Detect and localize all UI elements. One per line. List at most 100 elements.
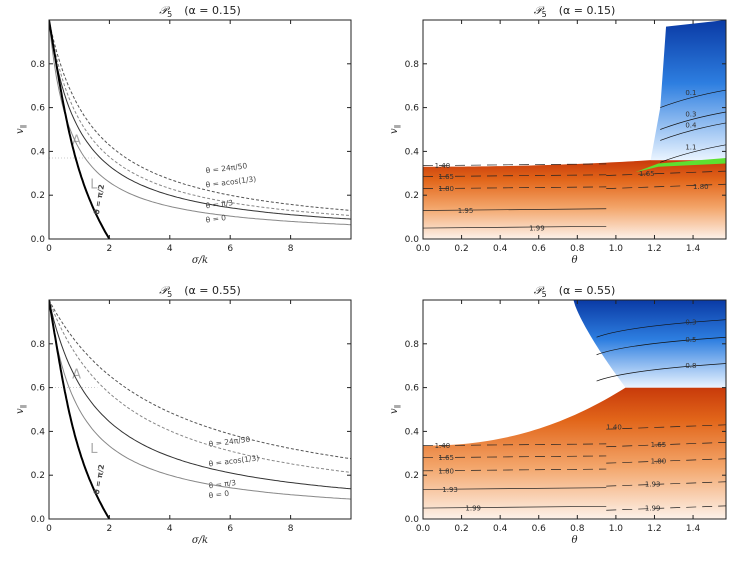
x-tick-label-bl: 2 xyxy=(107,524,113,534)
axes-frame-bl xyxy=(48,299,352,520)
x-tick-label-tr: 1.0 xyxy=(609,244,624,254)
y-tick-label-bl: 0.4 xyxy=(31,427,46,437)
curve-bl xyxy=(49,300,351,460)
y-axis-label-sub-br: ∥ xyxy=(394,405,402,408)
contour-label-br: 1.65 xyxy=(438,454,454,462)
contour-line-br xyxy=(423,443,607,446)
contour-line-br xyxy=(606,458,726,464)
contour-line-tr xyxy=(423,208,607,211)
x-tick-label-tl: 2 xyxy=(107,244,113,254)
contour-line-br xyxy=(596,363,726,382)
panel-title-bl: 𝒫5 (α = 0.55) xyxy=(159,284,241,299)
title-symbol: 𝒫 xyxy=(159,284,170,297)
contour-line-tr xyxy=(423,163,607,166)
contour-label-br: 1.80 xyxy=(651,457,667,465)
y-tick-label-tr: 0.6 xyxy=(405,104,420,114)
title-subscript: 5 xyxy=(167,290,172,299)
contour-line-br xyxy=(606,442,726,448)
axes-frame-tl xyxy=(48,19,352,240)
x-tick-label-bl: 0 xyxy=(46,524,52,534)
title-symbol: 𝒫 xyxy=(534,4,545,17)
x-tick-label-bl: 8 xyxy=(288,524,294,534)
title-subscript: 5 xyxy=(167,10,172,19)
y-axis-label-bl: v∥ xyxy=(15,405,28,414)
y-tick-label-br: 0.8 xyxy=(405,340,420,350)
y-tick-label-tl: 0.0 xyxy=(31,235,46,245)
x-tick-label-tl: 8 xyxy=(288,244,294,254)
y-axis-label-main-tl: v xyxy=(15,128,26,134)
contour-label-tr: 1.65 xyxy=(438,173,454,181)
contour-label-br: 0.3 xyxy=(685,318,696,326)
panel-title-br: 𝒫5 (α = 0.55) xyxy=(534,284,616,299)
x-axis-label-bl: σ/k xyxy=(192,535,208,546)
panel-title-tr: 𝒫5 (α = 0.15) xyxy=(534,4,616,19)
contour-label-br: 1.93 xyxy=(645,480,661,488)
contour-label-tr: 1.1 xyxy=(685,144,696,152)
contour-line-br xyxy=(596,336,726,356)
contour-label-br: 1.40 xyxy=(606,424,622,432)
orange-region-tr xyxy=(423,160,726,239)
y-tick-label-br: 0.6 xyxy=(405,384,420,394)
y-tick-label-br: 0.4 xyxy=(405,427,420,437)
curve-steep-tl xyxy=(49,20,111,239)
x-tick-label-br: 0.4 xyxy=(493,524,508,534)
contour-label-br: 1.99 xyxy=(465,505,481,513)
region-label-tl: A xyxy=(72,133,81,148)
contour-label-tr: 0.3 xyxy=(685,111,696,119)
contour-label-br: 1.80 xyxy=(438,467,454,475)
contour-label-br: 0.8 xyxy=(685,362,696,370)
title-symbol: 𝒫 xyxy=(534,284,545,297)
green-band-tr xyxy=(635,157,726,173)
contour-line-br xyxy=(606,505,726,511)
panel-tl: ALθ = 24π/50θ = acos(1/3)θ = π/3θ = 0θ =… xyxy=(15,4,352,266)
title-parameter: (α = 0.15) xyxy=(184,4,241,17)
y-axis-label-tl: v∥ xyxy=(15,125,28,134)
orange-region-br xyxy=(423,387,726,519)
contour-line-br xyxy=(423,468,607,472)
curve-label-steep-bl: θ = π/2 xyxy=(92,464,106,496)
y-axis-label-sub-bl: ∥ xyxy=(20,405,28,408)
y-tick-label-tr: 0.0 xyxy=(405,235,420,245)
contour-line-tr xyxy=(660,122,726,141)
contour-label-br: 1.40 xyxy=(435,442,451,450)
x-tick-label-br: 0.0 xyxy=(416,524,431,534)
contour-line-br xyxy=(606,424,726,430)
contour-label-tr: 1.80 xyxy=(693,183,709,191)
x-tick-label-br: 1.2 xyxy=(647,524,661,534)
contour-label-tr: 1.80 xyxy=(438,185,454,193)
x-tick-label-bl: 4 xyxy=(167,524,173,534)
contour-label-br: 0.5 xyxy=(685,336,696,344)
axes-frame-tr xyxy=(422,19,727,240)
y-tick-label-bl: 0.2 xyxy=(31,471,45,481)
y-tick-label-br: 0.2 xyxy=(405,471,419,481)
y-axis-label-br: v∥ xyxy=(389,405,402,414)
title-symbol: 𝒫 xyxy=(159,4,170,17)
y-axis-label-main-tr: v xyxy=(389,128,400,134)
contour-line-br xyxy=(423,487,607,490)
contour-line-tr xyxy=(423,174,607,177)
curve-label-bl: θ = acos(1/3) xyxy=(208,453,260,468)
contour-label-br: 1.99 xyxy=(645,505,661,513)
curve-label-tl: θ = π/3 xyxy=(205,198,234,210)
panel-tr: 1.40 1.65 1.80 1.95 1.99 1.65 1.80 0.1 0.3 0.4 1.1… xyxy=(389,4,727,266)
y-axis-label-main-bl: v xyxy=(15,408,26,414)
x-tick-label-br: 0.2 xyxy=(454,524,468,534)
contour-label-tr: 1.40 xyxy=(435,162,451,170)
y-tick-label-br: 0.0 xyxy=(405,515,420,525)
plot-area-br: 1.40 1.65 1.80 1.93 1.99 1.40 1.65 1.80 1.93 1.99… xyxy=(423,300,726,519)
x-tick-label-br: 0.8 xyxy=(570,524,585,534)
y-axis-label-sub-tr: ∥ xyxy=(394,125,402,128)
x-tick-label-tr: 0.8 xyxy=(570,244,585,254)
curve-bl xyxy=(49,300,351,473)
axes-frame-br xyxy=(422,299,727,520)
contour-line-br xyxy=(423,455,607,459)
contour-line-tr xyxy=(660,89,726,108)
x-tick-label-tl: 0 xyxy=(46,244,52,254)
plot-area-bl: ALθ = 24π/50θ = acos(1/3)θ = π/3θ = 0θ =… xyxy=(49,300,351,519)
region-label-tl: L xyxy=(90,177,98,192)
contour-label-br: 1.65 xyxy=(651,441,667,449)
y-tick-label-tr: 0.8 xyxy=(405,60,420,70)
y-tick-label-tl: 0.2 xyxy=(31,191,45,201)
x-tick-label-tr: 1.4 xyxy=(686,244,701,254)
